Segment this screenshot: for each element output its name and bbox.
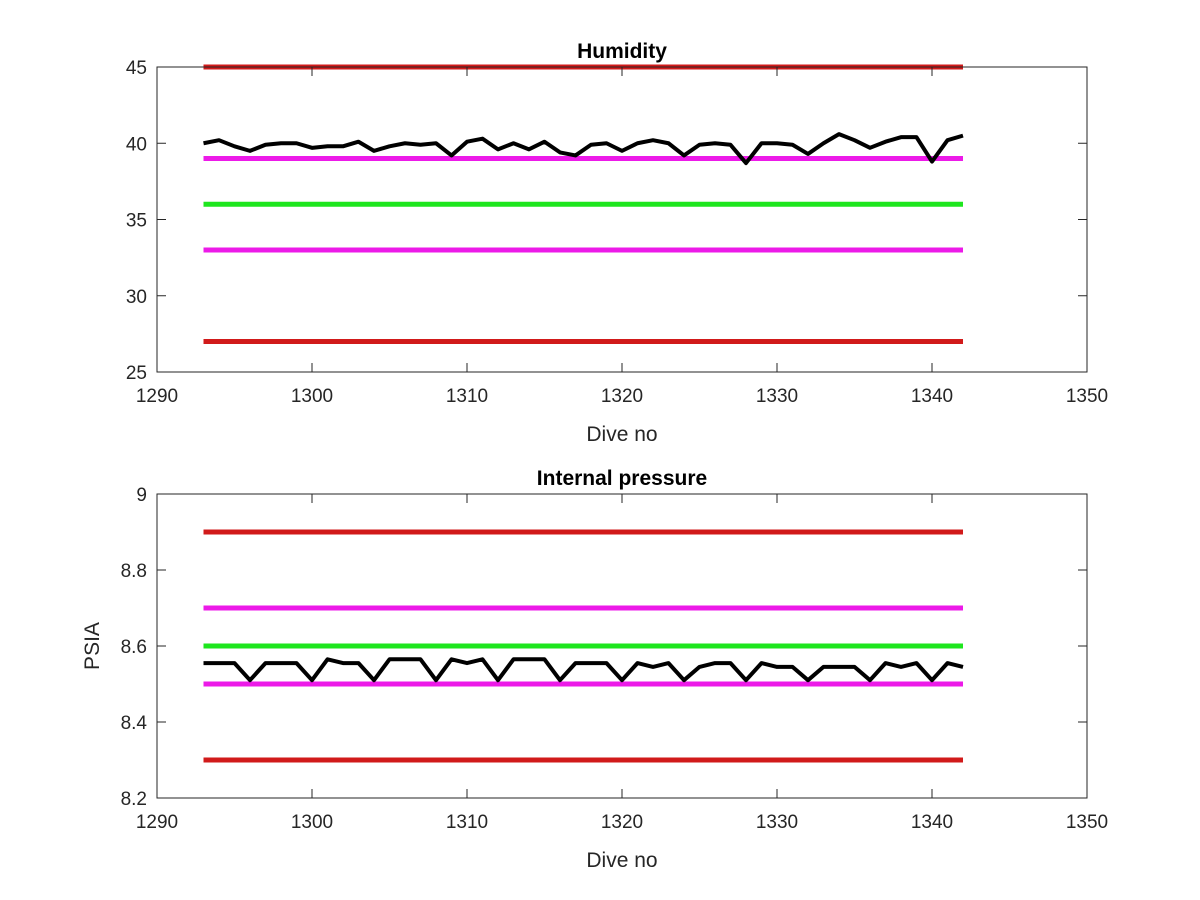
x-tick-label: 1300 <box>291 386 333 407</box>
x-tick-label: 1320 <box>601 386 643 407</box>
data-series-line <box>203 132 964 166</box>
x-tick-label: 1330 <box>756 812 798 833</box>
x-tick-label: 1310 <box>446 386 488 407</box>
x-tick-label: 1350 <box>1066 386 1108 407</box>
y-tick-label: 8.4 <box>121 713 148 734</box>
y-tick-label: 30 <box>126 287 147 308</box>
y-tick-label: 25 <box>126 363 147 384</box>
x-axis-label: Dive no <box>586 849 657 872</box>
data-series-line <box>203 657 964 683</box>
internal-pressure-chart: 1290 1300 1310 1320 1330 1340 1350 8.2 8.4 8.6 8.8… <box>81 467 1108 872</box>
x-tick-label: 1290 <box>136 812 178 833</box>
x-tick-label: 1350 <box>1066 812 1108 833</box>
y-tick-label: 8.6 <box>121 637 147 658</box>
plot-frame <box>156 66 1088 373</box>
x-tick-label: 1340 <box>911 386 953 407</box>
humidity-chart: 1290 1300 1310 1320 1330 1340 1350 25 30 35 40 45 Hu… <box>126 40 1108 446</box>
x-axis-label: Dive no <box>586 423 657 446</box>
y-tick-label: 45 <box>126 58 147 79</box>
y-tick-label: 9 <box>136 485 147 506</box>
y-tick-label: 40 <box>126 134 147 155</box>
x-tick-label: 1330 <box>756 386 798 407</box>
x-tick-label: 1310 <box>446 812 488 833</box>
x-tick-label: 1300 <box>291 812 333 833</box>
x-tick-label: 1290 <box>136 386 178 407</box>
y-tick-label: 35 <box>126 211 147 232</box>
x-tick-label: 1320 <box>601 812 643 833</box>
x-tick-label: 1340 <box>911 812 953 833</box>
y-axis-label: PSIA <box>81 622 104 670</box>
y-tick-label: 8.8 <box>121 561 147 582</box>
chart-title: Internal pressure <box>537 467 707 490</box>
y-tick-label: 8.2 <box>121 789 147 810</box>
chart-title: Humidity <box>577 40 667 63</box>
